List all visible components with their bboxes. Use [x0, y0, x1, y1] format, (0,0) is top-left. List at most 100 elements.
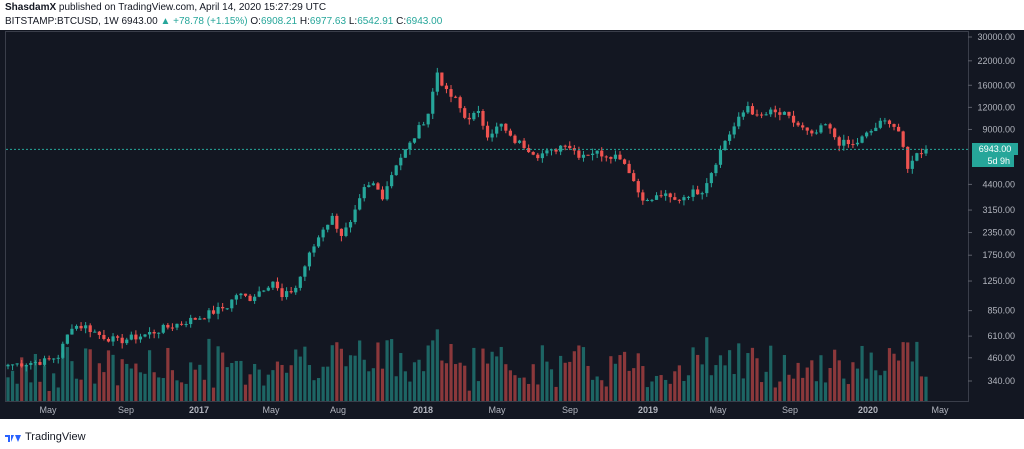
- volume-bar: [773, 387, 777, 401]
- candle-body: [805, 127, 809, 131]
- open-value: 6908.21: [260, 16, 298, 27]
- candle-body: [919, 153, 924, 155]
- volume-bar: [29, 382, 33, 401]
- candle-body: [230, 299, 234, 309]
- candle-body: [851, 144, 855, 146]
- volume-bar: [846, 384, 850, 401]
- candle-body: [527, 148, 531, 153]
- candle-body: [129, 334, 133, 340]
- tradingview-logo[interactable]: TradingView: [5, 431, 86, 443]
- candle-body: [837, 137, 841, 146]
- volume-bar: [431, 340, 435, 401]
- volume-bar: [842, 378, 846, 401]
- candle-body: [490, 133, 494, 138]
- volume-bar: [440, 360, 444, 401]
- volume-bar: [910, 361, 914, 401]
- candle-body: [93, 331, 97, 333]
- x-tick-label: 2019: [638, 405, 658, 415]
- author-name[interactable]: ShasdamX: [5, 2, 57, 13]
- x-tick-label: May: [262, 405, 280, 415]
- volume-bar: [517, 377, 522, 401]
- candle-body: [15, 363, 19, 365]
- volume-bar: [20, 357, 24, 401]
- candle-body: [906, 146, 910, 169]
- volume-bar: [408, 381, 412, 401]
- candle-body: [106, 338, 111, 342]
- candle-body: [887, 120, 892, 125]
- volume-bar: [851, 362, 855, 401]
- candle-body: [116, 336, 120, 338]
- x-tick-label: 2018: [413, 405, 433, 415]
- volume-bar: [759, 382, 764, 401]
- candle-body: [79, 325, 83, 329]
- candle-body: [609, 157, 613, 159]
- candle-body: [74, 325, 79, 329]
- publish-text: published on TradingView.com, April 14, …: [58, 2, 327, 13]
- volume-bar: [595, 376, 599, 401]
- volume-bar: [93, 383, 97, 401]
- candle-body: [316, 237, 321, 247]
- high-label: H:: [299, 16, 310, 27]
- candle-body: [426, 113, 430, 125]
- volume-bar: [467, 390, 471, 401]
- candle-body: [289, 291, 293, 293]
- candle-body: [600, 150, 604, 157]
- x-tick-label: Sep: [562, 405, 578, 415]
- candle-body: [97, 331, 101, 335]
- volume-bar: [193, 369, 197, 401]
- candle-body: [801, 125, 805, 128]
- candle-body: [440, 72, 444, 86]
- volume-bar: [243, 384, 248, 401]
- candle-body: [764, 114, 768, 116]
- candle-body: [138, 336, 143, 340]
- candle-body: [88, 325, 92, 333]
- candle-body: [330, 215, 334, 225]
- candle-body: [645, 200, 650, 202]
- candle-body: [453, 96, 458, 98]
- volume-bar: [170, 370, 175, 401]
- volume-bar: [358, 340, 362, 401]
- candle-body: [280, 288, 284, 298]
- candle-body: [408, 142, 412, 150]
- volume-bar: [453, 364, 458, 401]
- candle-body: [467, 117, 471, 120]
- volume-bar: [577, 345, 581, 401]
- volume-bar: [202, 379, 206, 401]
- volume-bar: [161, 378, 165, 401]
- x-tick-label: Sep: [782, 405, 798, 415]
- candle-body: [248, 295, 252, 301]
- volume-bar: [234, 360, 238, 401]
- candle-body: [175, 323, 179, 328]
- volume-bar: [97, 363, 101, 401]
- volume-bar: [764, 371, 768, 401]
- last-price-tag: 6943.00: [972, 143, 1018, 156]
- candle-body: [568, 145, 572, 149]
- symbol-label[interactable]: BITSTAMP:BTCUSD, 1W: [5, 16, 119, 27]
- volume-bar: [691, 347, 695, 401]
- candle-body: [243, 293, 248, 296]
- candle-body: [892, 124, 896, 127]
- candle-body: [522, 140, 526, 149]
- candle-body: [896, 126, 901, 132]
- volume-bar: [24, 365, 28, 401]
- volume-bar: [741, 378, 745, 401]
- candle-body: [823, 124, 828, 126]
- volume-bar: [892, 353, 896, 401]
- candle-body: [262, 290, 266, 292]
- volume-bar: [805, 367, 809, 401]
- candle-body: [618, 154, 622, 160]
- candle-body: [705, 183, 709, 194]
- volume-bar: [472, 347, 476, 401]
- candle-body: [746, 106, 750, 113]
- volume-bar: [769, 345, 773, 401]
- candle-body: [161, 324, 165, 333]
- volume-bar: [668, 383, 672, 401]
- candle-body: [819, 125, 823, 133]
- candle-body: [732, 126, 736, 135]
- chart-pane[interactable]: [5, 31, 969, 402]
- candle-body: [84, 325, 88, 329]
- price-chart[interactable]: 30000.00 22000.00 16000.00 12000.00 9000.00 4…: [0, 0, 1024, 419]
- candle-body: [335, 215, 339, 229]
- candle-body: [458, 97, 462, 109]
- candle-body: [554, 149, 558, 152]
